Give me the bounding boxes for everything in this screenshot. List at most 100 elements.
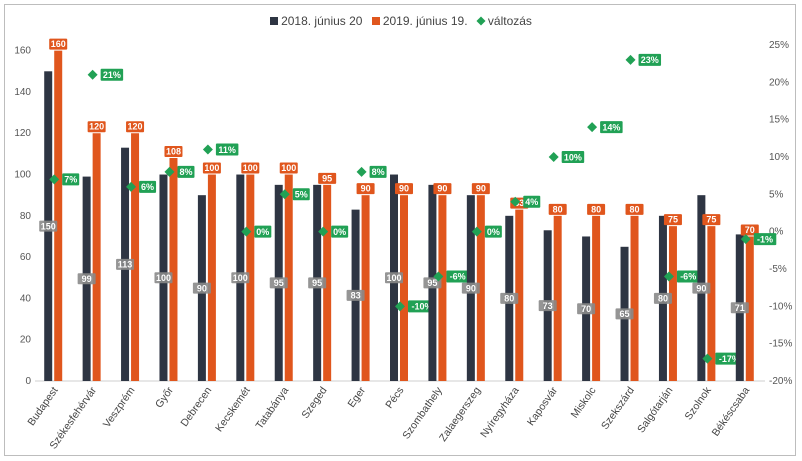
data-label-2019: 75 <box>706 215 716 225</box>
data-label-change: -6% <box>450 272 466 282</box>
data-label-change: 14% <box>602 122 620 132</box>
data-label-change-box <box>600 121 623 134</box>
y-left-tick-label: 140 <box>14 87 31 98</box>
data-label-2018-box <box>461 282 480 294</box>
y-left-tick-label: 100 <box>14 170 31 181</box>
data-label-change: 4% <box>525 197 538 207</box>
change-marker <box>241 226 252 237</box>
data-label-change-box <box>62 173 80 186</box>
data-label-2019: 70 <box>745 225 755 235</box>
data-label-2019-box <box>241 162 260 174</box>
data-label-2018-box <box>500 292 519 304</box>
legend-item-change: változás <box>476 14 532 28</box>
y-left-tick-label: 0 <box>25 376 31 387</box>
data-label-2019-box <box>471 183 490 195</box>
bar-2019 <box>592 215 601 381</box>
data-label-2019: 90 <box>399 184 409 194</box>
data-label-change-box <box>561 150 585 163</box>
bar-2019 <box>131 133 140 381</box>
data-label-2018-box <box>577 303 596 315</box>
data-label-2019: 100 <box>204 163 219 173</box>
data-label-change: 8% <box>372 167 385 177</box>
x-category-label: Veszprém <box>101 385 138 430</box>
bar-2019 <box>323 184 332 381</box>
bar-2019 <box>630 215 639 381</box>
change-marker <box>471 226 482 237</box>
data-label-2019-box <box>164 146 183 158</box>
change-marker <box>87 69 98 80</box>
data-label-2018: 90 <box>466 283 476 293</box>
data-label-2018-box <box>346 289 365 301</box>
data-label-2018: 90 <box>696 283 706 293</box>
y-right-tick-label: 5% <box>769 189 784 200</box>
legend-item-2018: 2018. június 20 <box>270 14 362 28</box>
data-label-change: -17% <box>719 354 740 364</box>
y-left-tick-label: 20 <box>20 335 32 346</box>
data-label-change-box <box>215 143 239 156</box>
data-label-change-box <box>523 195 541 208</box>
data-label-2018-box <box>730 302 749 314</box>
bar-2019 <box>169 158 178 381</box>
data-label-2019-box <box>702 214 721 226</box>
data-label-2019-box <box>126 121 145 133</box>
data-label-2018: 100 <box>156 273 171 283</box>
change-marker <box>510 196 521 207</box>
data-label-2019: 90 <box>476 184 486 194</box>
data-label-change: -10% <box>411 302 432 312</box>
x-category-label: Budapest <box>25 385 60 428</box>
data-label-2019: 120 <box>89 122 104 132</box>
data-label-change: -6% <box>680 272 696 282</box>
bar-2019 <box>476 195 485 381</box>
data-label-2019-box <box>587 203 606 215</box>
data-label-2018-box <box>154 272 173 284</box>
change-marker <box>279 189 290 200</box>
x-category-label: Pécs <box>383 385 406 411</box>
data-label-2019: 160 <box>51 39 66 49</box>
legend-label-2019: 2019. június 19. <box>382 14 468 28</box>
bar-2019 <box>553 215 562 381</box>
x-category-label: Nyíregyháza <box>478 385 522 440</box>
data-label-change-box <box>331 225 349 238</box>
data-label-2018: 150 <box>41 221 56 231</box>
data-label-change: 0% <box>333 227 346 237</box>
y-left-tick-label: 80 <box>20 211 32 222</box>
data-label-2019-box <box>87 121 106 133</box>
x-category-label: Szombathely <box>400 384 445 441</box>
y-left-tick-label: 60 <box>20 252 32 263</box>
x-category-label: Szolnok <box>683 384 715 422</box>
data-label-change: 11% <box>218 145 236 155</box>
change-marker <box>164 166 175 177</box>
data-label-2019: 108 <box>166 147 181 157</box>
change-marker <box>126 181 137 192</box>
bar-2019 <box>207 174 216 381</box>
x-category-label: Szeged <box>299 385 329 421</box>
data-label-2018: 90 <box>197 283 207 293</box>
data-label-2018: 80 <box>504 294 514 304</box>
data-label-2018: 70 <box>581 304 591 314</box>
change-marker <box>548 151 559 162</box>
x-category-label: Szekszárd <box>599 385 637 432</box>
x-category-label: Kaposvár <box>525 384 561 428</box>
chart-legend: 2018. június 20 2019. június 19. változá… <box>0 14 802 28</box>
bar-2019 <box>246 174 255 381</box>
bar-2019 <box>515 209 524 381</box>
data-label-2018: 83 <box>351 291 361 301</box>
data-label-2019-box <box>433 183 452 195</box>
change-marker <box>202 144 213 155</box>
change-marker <box>702 353 713 364</box>
x-category-label: Tatabánya <box>254 385 292 432</box>
data-label-2018: 95 <box>427 278 437 288</box>
data-label-change: 5% <box>295 190 308 200</box>
data-label-change-box <box>638 53 662 66</box>
data-label-change: -1% <box>757 234 773 244</box>
y-right-tick-label: -15% <box>769 339 792 350</box>
legend-item-2019: 2019. június 19. <box>371 14 468 28</box>
data-label-2018: 95 <box>312 278 322 288</box>
change-marker <box>433 271 444 282</box>
data-label-2018: 113 <box>118 260 133 270</box>
change-marker <box>49 174 60 185</box>
bar-2019 <box>668 226 677 381</box>
change-marker <box>356 166 367 177</box>
x-category-label: Győr <box>153 384 176 410</box>
data-label-2018: 71 <box>735 303 745 313</box>
